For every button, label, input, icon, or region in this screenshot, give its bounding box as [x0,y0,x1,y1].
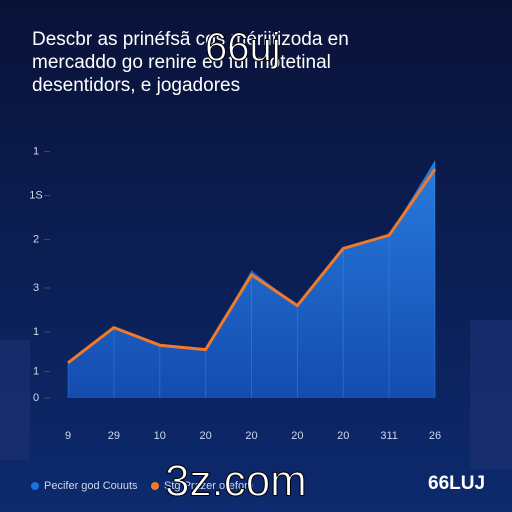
y-tick-label: 1S [29,190,42,202]
title-line: mercaddo go renire eo fui motetinal [32,52,331,73]
y-tick-label: 1 [33,326,39,338]
decor-building [0,340,30,460]
legend-label: Stg Prazer orefom [164,480,253,492]
x-tick-label: 26 [429,430,441,442]
title: Descbr as prinéfsã cos mériitizoda en me… [32,29,349,96]
decor-building [470,320,512,470]
legend-swatch [151,482,159,490]
x-tick-label: 29 [108,430,120,442]
x-tick-label: 20 [337,430,349,442]
area [68,160,435,398]
watermark: 3z.com [165,457,307,506]
y-tick-label: 1 [33,146,39,158]
y-tick-label: 2 [33,234,39,246]
title-line: Descbr as prinéfsã cos mériitizoda en [32,29,349,50]
x-tick-label: 20 [200,430,212,442]
y-tick-label: 0 [33,392,39,404]
legend-swatch [31,482,39,490]
logo: 66LUJ [428,473,485,494]
legend: Pecifer god Couuts Stg Prazer orefom [31,480,253,492]
x-tick-label: 20 [245,430,257,442]
title-line: desentidors, e jogadores [32,75,240,96]
overlay-text: 66uj [205,26,281,70]
y-tick-label: 3 [33,282,39,294]
x-tick-label: 10 [154,430,166,442]
y-tick-label: 1 [33,366,39,378]
legend-label: Pecifer god Couuts [44,480,138,492]
x-tick-label: 20 [291,430,303,442]
x-tick-label: 9 [65,430,71,442]
plot: 0 1 1 3 2 1S 1 9 29 10 20 20 20 20 311 26 [29,146,441,442]
line [67,168,437,364]
x-tick-label: 311 [380,430,398,442]
